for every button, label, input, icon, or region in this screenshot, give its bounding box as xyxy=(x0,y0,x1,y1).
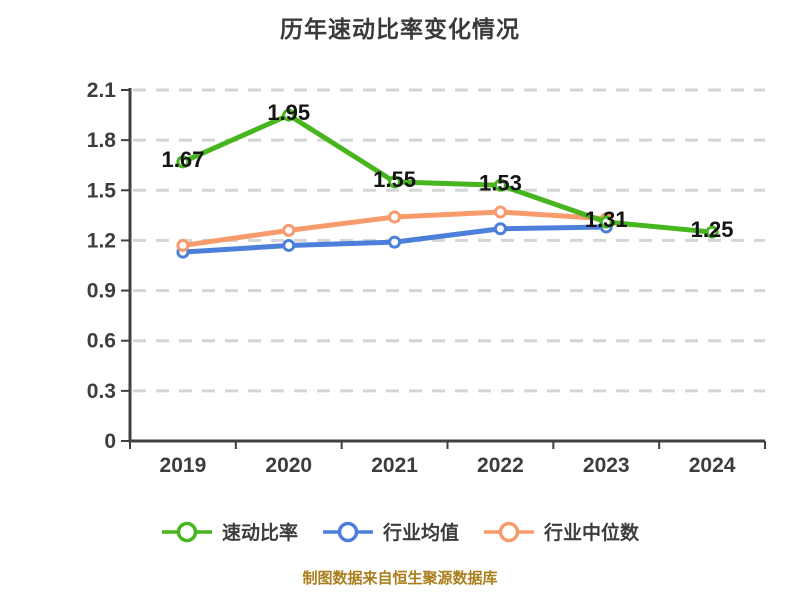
data-point xyxy=(176,238,190,252)
data-label: 1.53 xyxy=(479,170,522,195)
data-point xyxy=(388,175,402,189)
data-point xyxy=(282,108,296,122)
legend-item-quick-ratio: 速动比率 xyxy=(161,518,298,545)
legend-line-marker-icon xyxy=(161,521,212,542)
legend-line-marker-icon xyxy=(484,521,534,542)
data-point xyxy=(388,235,402,249)
line-chart: 0 0.3 0.6 0.9 1.2 1.5 1.8 2.1 2019 2020 2021 2022 20… xyxy=(87,79,766,477)
legend-line-marker-icon xyxy=(322,521,373,542)
data-point xyxy=(176,155,190,169)
data-source-note: 制图数据来自恒生聚源数据库 xyxy=(302,570,498,587)
data-point xyxy=(493,222,507,236)
data-point xyxy=(282,238,296,252)
legend-label: 速动比率 xyxy=(221,523,298,544)
y-tick-label: 1.2 xyxy=(87,229,116,252)
data-point xyxy=(282,223,296,237)
y-tick-label: 2.1 xyxy=(87,79,117,102)
data-point xyxy=(388,210,402,224)
y-tick-label: 1.8 xyxy=(87,129,117,152)
chart-legend: 速动比率 行业均值 行业中位数 xyxy=(0,518,800,545)
x-tick-label: 2024 xyxy=(689,454,736,477)
data-label: 1.67 xyxy=(162,147,205,172)
data-label: 1.31 xyxy=(585,207,628,232)
data-point xyxy=(493,205,507,219)
data-label: 1.25 xyxy=(691,217,734,242)
y-tick-label: 0.9 xyxy=(87,280,116,303)
x-tick-label: 2019 xyxy=(160,454,207,477)
y-tick-label: 0 xyxy=(104,430,116,453)
y-tick-label: 1.5 xyxy=(87,179,117,202)
x-tick-label: 2020 xyxy=(265,454,312,477)
legend-item-industry-mean: 行业均值 xyxy=(322,518,459,545)
legend-item-industry-median: 行业中位数 xyxy=(483,518,639,545)
x-tick-label: 2022 xyxy=(477,454,524,477)
data-point xyxy=(705,225,719,239)
data-point xyxy=(599,215,613,229)
chart-title: 历年速动比率变化情况 xyxy=(280,16,520,42)
series-line-0 xyxy=(180,112,715,235)
y-tick-label: 0.3 xyxy=(87,380,116,403)
data-label: 1.95 xyxy=(267,100,310,125)
x-tick-label: 2021 xyxy=(371,454,418,477)
x-tick-label: 2023 xyxy=(583,454,630,477)
data-point xyxy=(493,178,507,192)
legend-label: 行业中位数 xyxy=(544,523,640,544)
legend-label: 行业均值 xyxy=(382,523,459,544)
data-label: 1.55 xyxy=(373,167,416,192)
y-tick-label: 0.6 xyxy=(87,330,116,353)
